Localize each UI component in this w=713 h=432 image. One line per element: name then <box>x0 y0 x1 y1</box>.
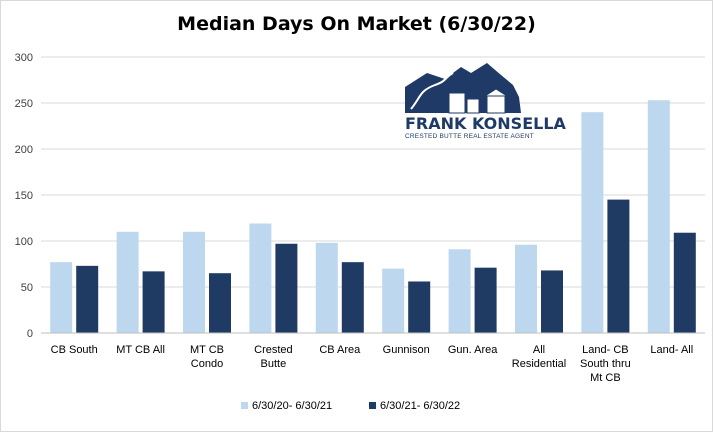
bar-series-2 <box>541 270 563 333</box>
bar-series-1 <box>183 231 205 333</box>
bar-series-2 <box>275 243 298 333</box>
y-tick-label: 50 <box>21 282 33 294</box>
bar-series-2 <box>673 232 696 333</box>
x-axis-labels: CB South MT CB All MT CB Condo Crested Butte C… <box>51 344 694 384</box>
legend-swatch <box>241 402 248 409</box>
bar-series-1 <box>581 112 604 333</box>
logo-building-right <box>486 94 506 114</box>
bar-series-2 <box>408 281 431 333</box>
frank-konsella-logo: FRANK KONSELLA CRESTED BUTTE REAL ESTATE… <box>405 63 567 140</box>
x-category-label: MT CB All <box>116 344 165 356</box>
legend-label: 6/30/20- 6/30/21 <box>252 400 332 412</box>
y-tick-label: 150 <box>15 190 33 202</box>
x-category-label: All Residential <box>512 344 566 370</box>
bar-series-1 <box>647 100 670 334</box>
x-category-label: CB Area <box>319 344 361 356</box>
bar-series-2 <box>607 199 630 333</box>
y-tick-label: 300 <box>15 52 33 64</box>
bar-series-1 <box>515 244 537 333</box>
y-tick-label: 250 <box>15 98 33 110</box>
x-category-label: Gunnison <box>383 344 430 356</box>
bar-series-1 <box>448 249 471 333</box>
x-category-label: Land- CB South thru Mt CB <box>580 344 631 384</box>
logo-building-left <box>448 92 466 114</box>
chart-title: Median Days On Market (6/30/22) <box>177 13 536 35</box>
bars <box>50 100 696 334</box>
legend-label: 6/30/21- 6/30/22 <box>380 400 460 412</box>
bar-series-1 <box>116 231 139 333</box>
x-category-label: Land- All <box>650 344 693 356</box>
logo-building-mid <box>466 98 480 114</box>
x-category-label: Gun. Area <box>448 344 498 356</box>
y-tick-label: 0 <box>27 328 33 340</box>
bar-series-2 <box>142 271 165 333</box>
bar-series-1 <box>50 262 73 333</box>
y-tick-label: 200 <box>15 144 33 156</box>
bar-series-1 <box>249 223 272 333</box>
bar-series-2 <box>209 273 231 333</box>
bar-series-2 <box>76 265 99 333</box>
x-category-label: Crested Butte <box>254 344 293 370</box>
bar-series-2 <box>341 262 364 333</box>
y-axis-ticks: 0 50 100 150 200 250 300 <box>15 52 33 340</box>
legend: 6/30/20- 6/30/21 6/30/21- 6/30/22 <box>241 400 460 412</box>
legend-swatch <box>369 402 376 409</box>
bar-series-1 <box>315 242 338 333</box>
bar-series-1 <box>382 268 405 333</box>
x-category-label: CB South <box>51 344 98 356</box>
logo-tagline: CRESTED BUTTE REAL ESTATE AGENT <box>405 133 534 140</box>
x-category-label: MT CB Condo <box>190 344 224 370</box>
logo-name: FRANK KONSELLA <box>405 114 567 133</box>
logo-roof-right <box>483 88 509 97</box>
y-tick-label: 100 <box>15 236 33 248</box>
gridlines <box>41 56 705 288</box>
bar-series-2 <box>474 267 497 333</box>
logo-road-curve <box>410 72 454 110</box>
